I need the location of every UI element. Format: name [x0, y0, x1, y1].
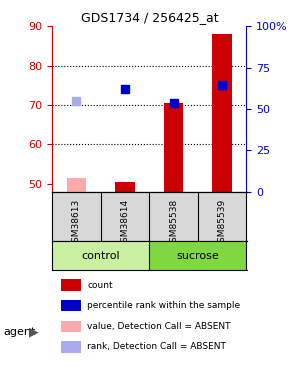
Text: GSM85539: GSM85539 [218, 199, 227, 248]
Text: sucrose: sucrose [177, 251, 219, 261]
Bar [52, 241, 149, 270]
Title: GDS1734 / 256425_at: GDS1734 / 256425_at [81, 11, 218, 24]
Text: rank, Detection Call = ABSENT: rank, Detection Call = ABSENT [87, 342, 226, 351]
Text: percentile rank within the sample: percentile rank within the sample [87, 301, 240, 310]
Bar [213, 34, 232, 192]
Text: GSM85538: GSM85538 [169, 199, 178, 248]
Bar [115, 182, 135, 192]
Text: agent: agent [3, 327, 35, 337]
Text: control: control [81, 251, 120, 261]
Bar [149, 241, 246, 270]
Text: GSM38613: GSM38613 [72, 199, 81, 248]
Bar [67, 178, 86, 192]
Text: count: count [87, 280, 113, 290]
Text: GSM38614: GSM38614 [121, 199, 130, 248]
Text: ▶: ▶ [29, 326, 39, 338]
Bar [164, 103, 183, 192]
Text: value, Detection Call = ABSENT: value, Detection Call = ABSENT [87, 322, 231, 331]
